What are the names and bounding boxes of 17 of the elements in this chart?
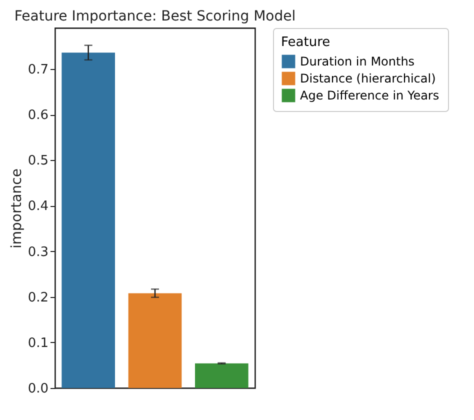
bar <box>195 363 248 388</box>
y-tick-label: 0.5 <box>28 154 48 169</box>
y-tick-label: 0.4 <box>28 199 48 214</box>
bar <box>62 52 115 388</box>
bar <box>128 293 182 388</box>
y-tick-label: 0.7 <box>28 62 48 78</box>
y-tick-label: 0.0 <box>28 382 48 396</box>
y-axis-title: importance <box>8 168 25 248</box>
legend-label: Distance (hierarchical) <box>300 72 436 86</box>
legend-title: Feature <box>281 35 330 50</box>
legend-label: Age Difference in Years <box>300 88 440 102</box>
chart-title: Feature Importance: Best Scoring Model <box>14 8 296 24</box>
y-tick-label: 0.2 <box>28 290 48 306</box>
y-tick-label: 0.1 <box>28 336 48 351</box>
y-tick-label: 0.3 <box>28 244 48 260</box>
y-tick-label: 0.6 <box>28 108 48 124</box>
legend-label: Duration in Months <box>300 54 415 68</box>
